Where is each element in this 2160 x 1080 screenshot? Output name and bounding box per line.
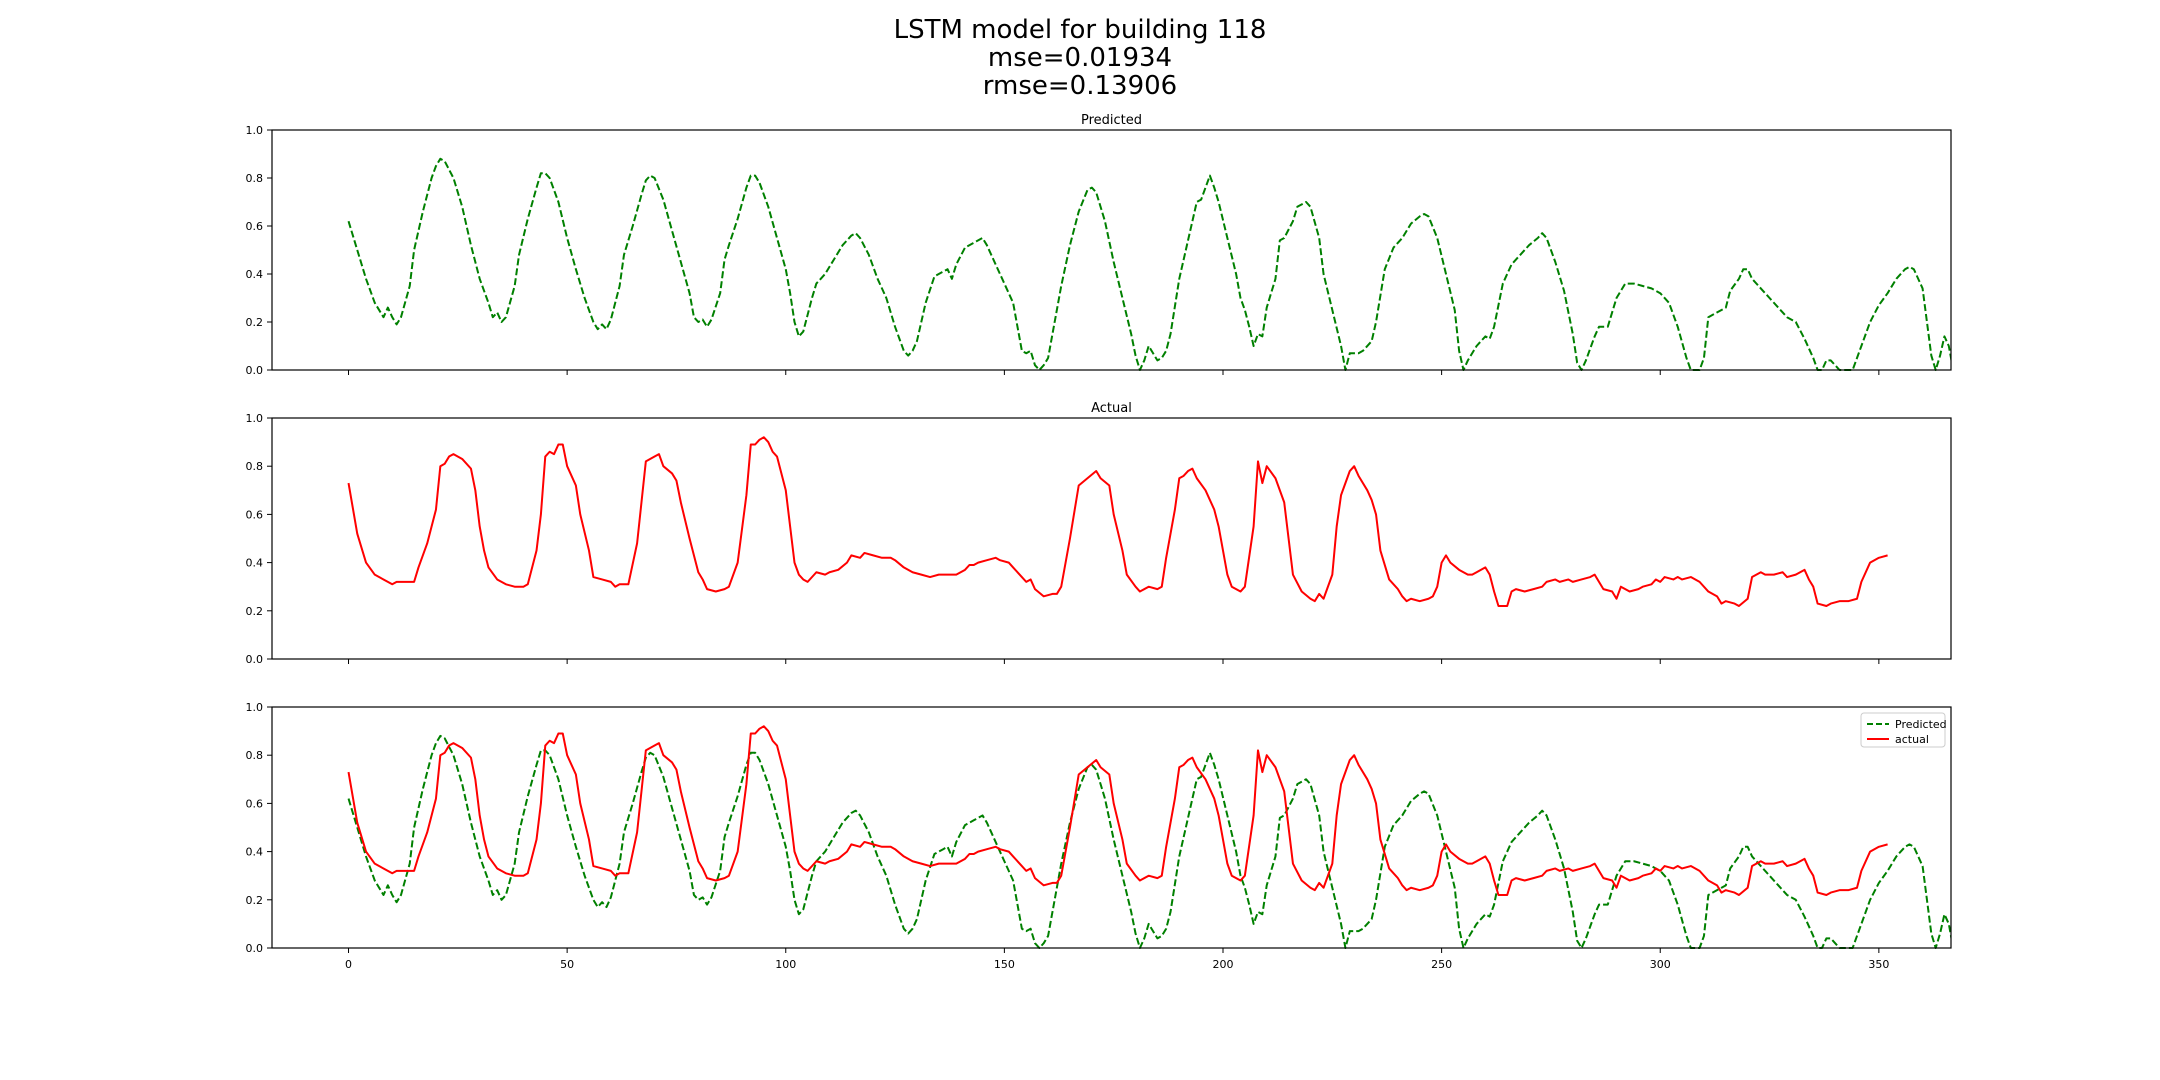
series-line-actual (347, 436, 1888, 607)
y-tick-label: 0.6 (246, 797, 264, 810)
subplot-title: Actual (1091, 401, 1132, 416)
figure-title-line-3: rmse=0.13906 (982, 71, 1178, 101)
x-tick-label: 300 (1650, 958, 1671, 971)
figure-title-line-2: mse=0.01934 (987, 43, 1173, 73)
x-tick-label: 0 (345, 958, 352, 971)
y-tick-label: 0.6 (246, 220, 264, 233)
series-line-predicted (347, 734, 1951, 949)
series-line-predicted (347, 157, 1951, 371)
axes-frame (271, 129, 1952, 371)
subplot-3: 0.0 0.2 0.4 0.6 0.8 1.0 0 50 100 150 200 250 300 350 P… (246, 701, 1952, 971)
y-tick-label: 0.8 (246, 749, 264, 762)
y-tick-label: 0.0 (246, 364, 264, 377)
x-tick-label: 50 (560, 958, 574, 971)
y-tick-label: 0.4 (246, 846, 264, 859)
y-tick-label: 0.2 (246, 316, 264, 329)
legend-label-predicted: Predicted (1895, 718, 1947, 731)
y-tick-label: 1.0 (246, 701, 264, 714)
y-tick-label: 0.2 (246, 605, 264, 618)
y-tick-label: 0.2 (246, 894, 264, 907)
figure-title: LSTM model for building 118 mse=0.01934 … (0, 16, 2160, 100)
y-tick-label: 1.0 (246, 412, 264, 425)
x-tick-label: 250 (1431, 958, 1452, 971)
y-tick-label: 0.4 (246, 268, 264, 281)
y-tick-label: 0.6 (246, 508, 264, 521)
legend: Predicted actual (1860, 712, 1947, 748)
figure-title-line-1: LSTM model for building 118 (893, 15, 1267, 45)
y-tick-label: 0.8 (246, 172, 264, 185)
y-tick-label: 0.0 (246, 942, 264, 955)
y-tick-label: 0.8 (246, 460, 264, 473)
x-tick-label: 150 (994, 958, 1015, 971)
subplot-2: 0.0 0.2 0.4 0.6 0.8 1.0 Actual (246, 401, 1952, 666)
axes-frame (271, 417, 1952, 660)
axes-frame (271, 706, 1952, 949)
x-tick-label: 350 (1868, 958, 1889, 971)
subplot-title: Predicted (1081, 113, 1142, 128)
subplot-1: 0.0 0.2 0.4 0.6 0.8 1.0 Predicted (246, 113, 1952, 377)
y-tick-label: 0.0 (246, 653, 264, 666)
x-tick-label: 200 (1212, 958, 1233, 971)
y-tick-label: 0.4 (246, 557, 264, 570)
series-line-actual (347, 725, 1888, 896)
x-tick-label: 100 (775, 958, 796, 971)
y-tick-label: 1.0 (246, 124, 264, 137)
legend-label-actual: actual (1895, 733, 1929, 746)
